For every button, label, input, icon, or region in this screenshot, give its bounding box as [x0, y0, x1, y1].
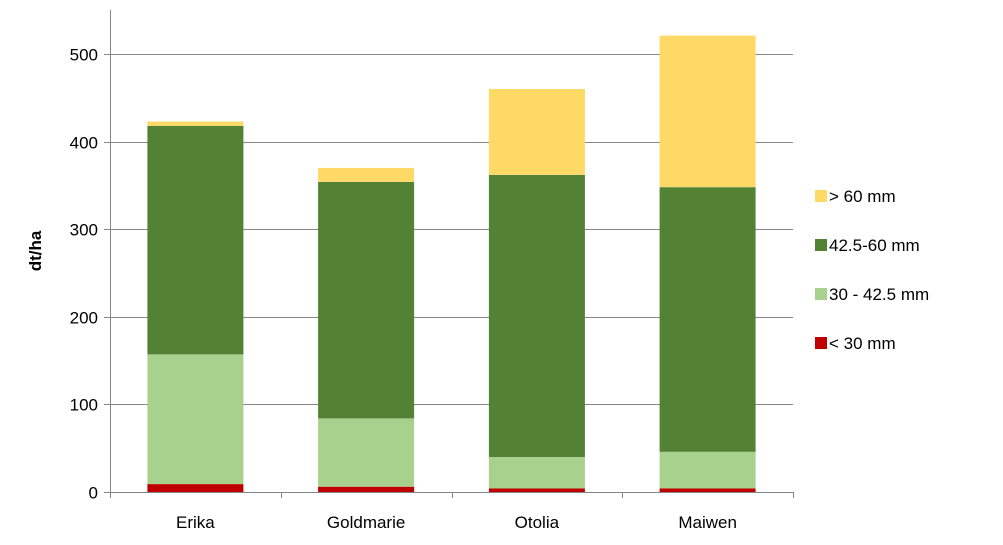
y-tick-label: 300 [70, 221, 98, 240]
y-tick-label: 200 [70, 309, 98, 328]
bar-segment [147, 484, 244, 492]
legend-swatch [815, 337, 827, 349]
y-tick-label: 0 [89, 484, 98, 503]
bar-segment [659, 35, 756, 188]
bar-segment [147, 125, 244, 355]
bar-segment [318, 486, 415, 492]
y-axis-title: dt/ha [26, 230, 45, 271]
legend-swatch [815, 190, 827, 202]
x-tick-label: Goldmarie [327, 513, 405, 532]
bar-segment [147, 121, 244, 126]
bar-segment [488, 89, 585, 175]
legend-label: 42.5-60 mm [829, 236, 920, 255]
y-tick-labels: 0 100 200 300 400 500 [70, 46, 98, 503]
legend-swatch [815, 239, 827, 251]
x-tick-label: Maiwen [678, 513, 737, 532]
y-tick-label: 100 [70, 396, 98, 415]
x-tick-label: Erika [176, 513, 215, 532]
legend-label: 30 - 42.5 mm [829, 285, 929, 304]
bars [147, 35, 756, 492]
legend-label: < 30 mm [829, 334, 896, 353]
bar-segment [659, 451, 756, 489]
bar-segment [659, 187, 756, 452]
bar-segment [318, 418, 415, 487]
legend-label: > 60 mm [829, 187, 896, 206]
bar-segment [488, 174, 585, 457]
y-tick-label: 400 [70, 134, 98, 153]
legend: > 60 mm 42.5-60 mm 30 - 42.5 mm < 30 mm [815, 187, 929, 353]
bar-segment [659, 488, 756, 492]
y-tick-label: 500 [70, 46, 98, 65]
x-tick-labels: Erika Goldmarie Otolia Maiwen [176, 513, 737, 532]
bar-segment [147, 354, 244, 485]
bar-segment [488, 457, 585, 489]
bar-segment [318, 181, 415, 419]
x-tick-label: Otolia [515, 513, 560, 532]
bar-segment [318, 167, 415, 182]
axes [104, 10, 794, 498]
bar-segment [488, 488, 585, 492]
legend-swatch [815, 288, 827, 300]
